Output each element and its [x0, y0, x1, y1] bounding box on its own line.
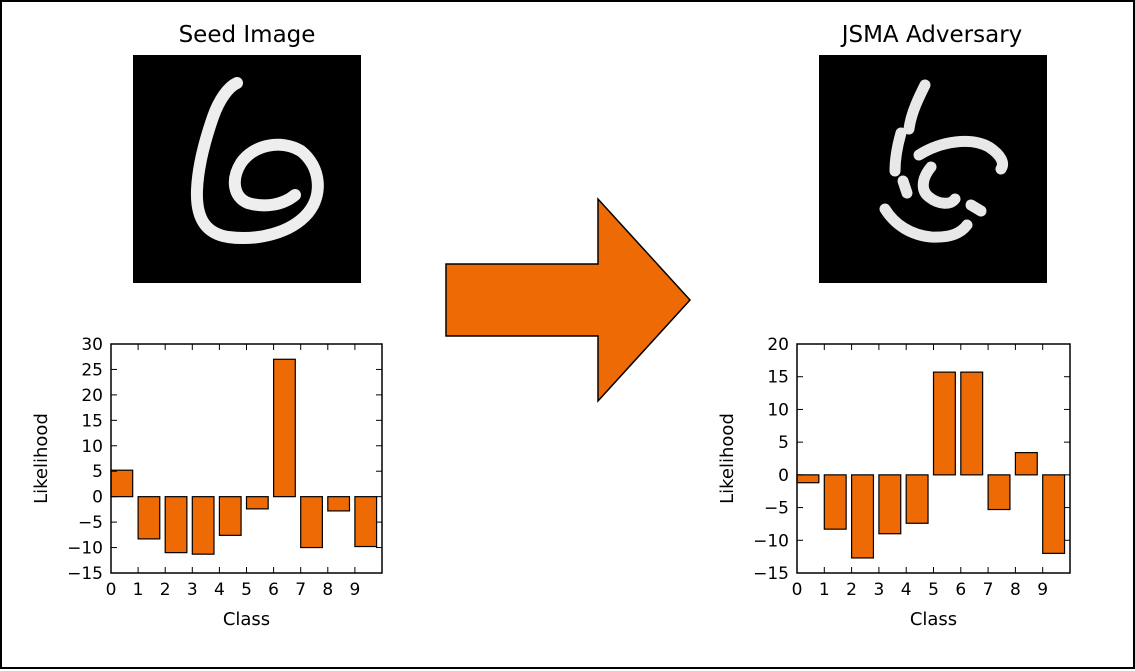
- seed-y-axis-label: Likelihood: [31, 413, 52, 504]
- seed-bar-9: [354, 496, 378, 548]
- seed-image-title: Seed Image: [178, 22, 316, 48]
- adversary-ytick-label: 20: [767, 335, 789, 355]
- adversary-bar-4: [905, 474, 929, 524]
- seed-xtick-label: 7: [295, 580, 306, 600]
- seed-bar-2: [164, 496, 188, 554]
- adversary-bar-3: [878, 474, 902, 535]
- adversary-ytick-label: −15: [753, 564, 789, 584]
- adversary-ytick-label: −10: [753, 531, 789, 551]
- seed-ytick-label: 0: [92, 488, 103, 508]
- adversary-bar-9: [1042, 474, 1066, 554]
- seed-ytick-label: −5: [78, 513, 103, 533]
- seed-xtick-label: 2: [160, 580, 171, 600]
- adversary-xtick-label: 0: [792, 580, 803, 600]
- seed-bar-6: [273, 358, 296, 498]
- seed-ytick-label: 5: [92, 462, 103, 482]
- adversary-digit-image: [819, 55, 1047, 283]
- seed-xtick-label: 8: [322, 580, 333, 600]
- seed-ytick-label: 10: [81, 437, 103, 457]
- adversary-bar-2: [850, 474, 875, 559]
- adversary-xtick-label: 1: [819, 580, 830, 600]
- adversary-xtick-label: 2: [846, 580, 857, 600]
- seed-bar-4: [218, 496, 242, 536]
- adversary-ytick-label: 10: [767, 400, 789, 420]
- adversary-ytick-label: −5: [764, 499, 789, 519]
- seed-xtick-label: 3: [187, 580, 198, 600]
- adversary-y-axis-label: Likelihood: [717, 413, 738, 504]
- seed-xtick-label: 5: [241, 580, 252, 600]
- seed-xtick-label: 9: [349, 580, 360, 600]
- adversary-xtick-label: 6: [955, 580, 966, 600]
- seed-bar-5: [245, 496, 269, 510]
- seed-ytick-label: 20: [81, 386, 103, 406]
- seed-bar-8: [327, 496, 351, 512]
- seed-ytick-label: 30: [81, 335, 103, 355]
- adversary-bar-6: [960, 371, 984, 476]
- seed-digit-image: [133, 55, 361, 283]
- seed-xtick-label: 0: [106, 580, 117, 600]
- adversary-xtick-label: 8: [1010, 580, 1021, 600]
- seed-ytick-label: −10: [67, 539, 103, 559]
- seed-bar-1: [137, 496, 161, 540]
- adversary-bar-1: [823, 474, 847, 530]
- adversary-bar-5: [932, 371, 956, 476]
- seed-ytick-label: −15: [67, 564, 103, 584]
- adversary-x-axis-label: Class: [910, 609, 957, 630]
- seed-bar-3: [191, 496, 215, 555]
- adversary-xtick-label: 3: [873, 580, 884, 600]
- seed-x-axis-label: Class: [223, 609, 270, 630]
- adversary-ytick-label: 0: [778, 466, 789, 486]
- seed-xtick-label: 6: [268, 580, 279, 600]
- adversary-bar-0: [796, 474, 820, 484]
- adversary-xtick-label: 7: [983, 580, 994, 600]
- seed-bar-7: [300, 496, 323, 549]
- adversary-xtick-label: 9: [1037, 580, 1048, 600]
- seed-xtick-label: 1: [133, 580, 144, 600]
- adversary-image-title: JSMA Adversary: [841, 22, 1023, 48]
- adversary-xtick-label: 4: [901, 580, 912, 600]
- seed-ytick-label: 25: [81, 360, 103, 380]
- seed-ytick-label: 15: [81, 411, 103, 431]
- seed-xtick-label: 4: [214, 580, 225, 600]
- adversary-ytick-label: 15: [767, 368, 789, 388]
- adversary-ytick-label: 5: [778, 433, 789, 453]
- adversary-bar-7: [987, 474, 1011, 511]
- adversary-bar-8: [1014, 452, 1038, 476]
- adversary-xtick-label: 5: [928, 580, 939, 600]
